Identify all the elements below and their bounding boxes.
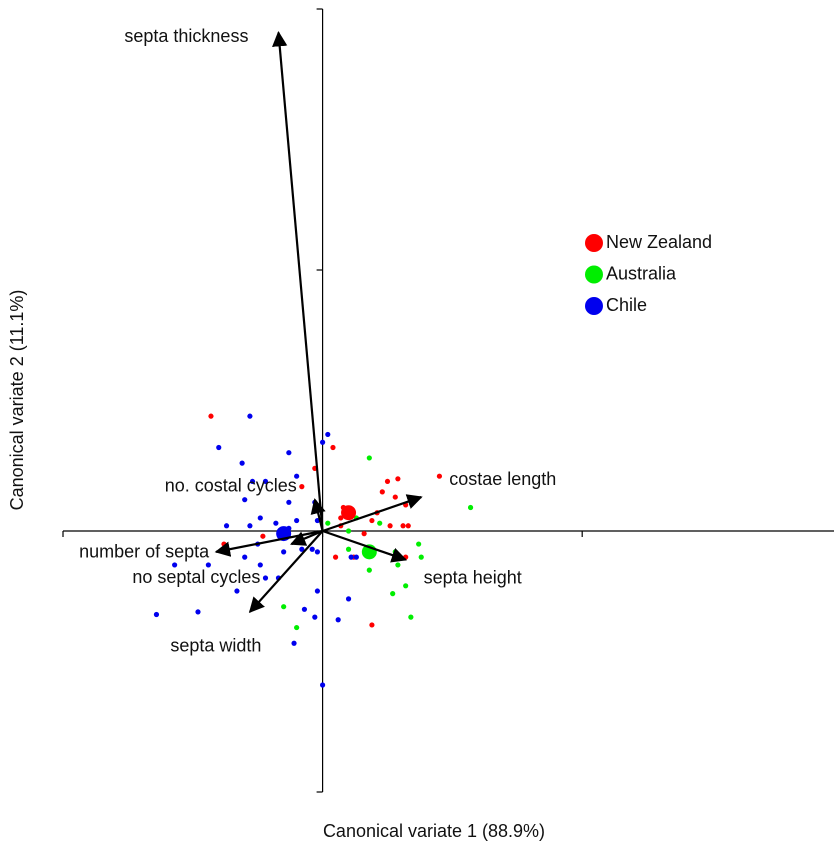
y-axis-title: Canonical variate 2 (11.1%) <box>7 290 27 511</box>
loading-label: septa width <box>170 636 261 656</box>
point <box>312 614 318 620</box>
point <box>234 588 240 594</box>
point <box>408 614 414 620</box>
point <box>348 554 354 560</box>
point <box>281 604 287 610</box>
point <box>387 523 393 529</box>
point <box>384 478 391 485</box>
legend-label: Chile <box>606 295 647 315</box>
point <box>369 517 375 524</box>
point <box>361 531 367 537</box>
centroid <box>341 505 357 521</box>
point <box>379 489 385 495</box>
point <box>338 515 344 521</box>
legend-marker <box>585 297 603 315</box>
legend-label: New Zealand <box>606 232 712 252</box>
point <box>392 549 398 555</box>
point <box>319 682 326 688</box>
point <box>353 554 359 560</box>
point <box>221 541 227 547</box>
point <box>286 450 292 456</box>
loading-arrow <box>272 30 324 532</box>
point <box>325 431 331 438</box>
point <box>294 517 300 524</box>
loading-label: no. costal cycles <box>165 475 297 495</box>
point <box>395 562 401 568</box>
point <box>153 611 160 618</box>
point <box>260 533 266 539</box>
point <box>299 546 305 552</box>
point <box>436 473 443 479</box>
point <box>273 520 279 526</box>
point <box>286 499 292 505</box>
point <box>403 583 409 589</box>
point <box>325 520 331 526</box>
loading-label: costae length <box>449 469 556 489</box>
point <box>369 622 375 628</box>
point <box>257 562 263 568</box>
point <box>314 549 321 555</box>
point <box>377 520 383 526</box>
point <box>257 515 263 521</box>
point <box>262 478 269 485</box>
point <box>247 523 253 529</box>
point <box>332 554 339 560</box>
point <box>467 504 474 511</box>
legend-marker <box>585 234 603 252</box>
point <box>309 546 315 552</box>
loading-arrow <box>248 530 324 614</box>
point <box>395 476 401 482</box>
point <box>216 444 222 451</box>
loading-label: no septal cycles <box>132 567 260 587</box>
point <box>294 473 300 479</box>
point <box>205 562 211 568</box>
loading-label: septa height <box>424 567 522 587</box>
point <box>291 640 297 646</box>
loading-label: number of septa <box>79 542 210 562</box>
point <box>418 554 424 560</box>
point <box>281 549 287 555</box>
point <box>366 567 372 573</box>
point <box>172 562 178 568</box>
point <box>366 455 372 461</box>
point <box>345 546 352 552</box>
point <box>242 497 248 503</box>
point <box>335 617 341 623</box>
point <box>262 575 269 581</box>
point <box>390 591 396 597</box>
point <box>294 624 300 631</box>
point <box>416 541 422 547</box>
loading-arrow <box>322 529 408 563</box>
point <box>319 439 326 445</box>
point <box>239 460 245 466</box>
legend-marker <box>585 265 603 284</box>
point <box>242 554 248 560</box>
loading-arrow <box>290 529 324 546</box>
point <box>345 528 352 534</box>
point <box>299 484 305 490</box>
loading-label: septa thickness <box>124 26 248 46</box>
loading-arrow <box>310 498 326 532</box>
point <box>247 413 253 419</box>
legend-label: Australia <box>606 263 677 283</box>
point <box>195 609 201 615</box>
point <box>392 494 398 500</box>
loading-arrow <box>322 494 423 533</box>
point <box>223 523 230 529</box>
point <box>301 606 308 612</box>
point <box>405 523 411 529</box>
point <box>249 478 256 485</box>
point <box>345 596 352 602</box>
point <box>208 413 214 419</box>
point <box>400 523 406 529</box>
x-axis-title: Canonical variate 1 (88.9%) <box>323 821 545 841</box>
point <box>314 588 321 594</box>
point <box>330 444 336 451</box>
